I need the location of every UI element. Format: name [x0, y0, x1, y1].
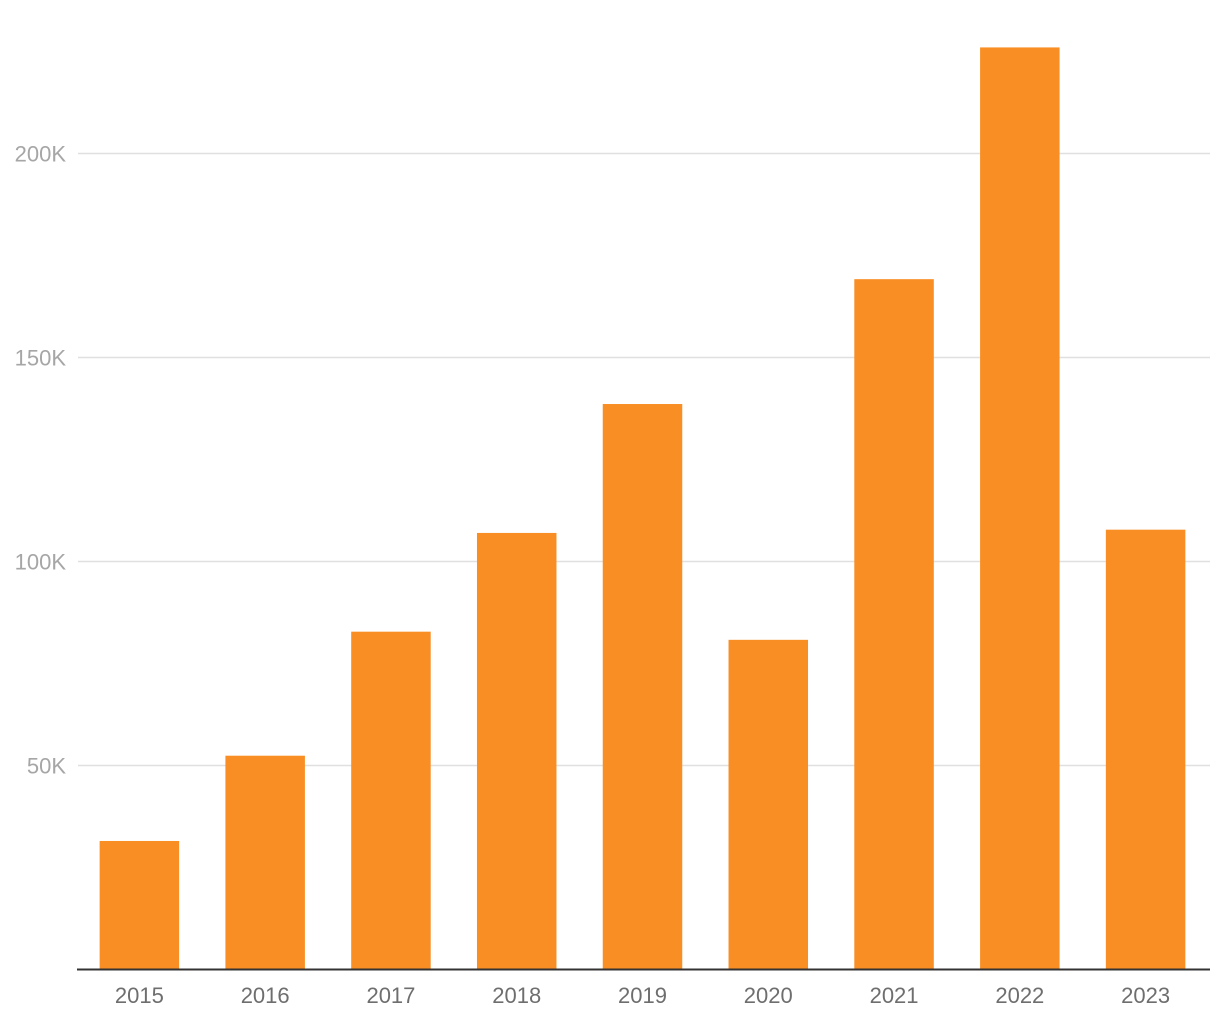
x-tick-label: 2023 [1121, 983, 1170, 1008]
x-axis-ticks: 2015 2016 2017 2018 2019 2020 2021 2022 2023 [115, 983, 1170, 1008]
bar-2022 [980, 47, 1060, 970]
x-tick-label: 2018 [492, 983, 541, 1008]
x-tick-label: 2017 [366, 983, 415, 1008]
x-tick-label: 2019 [618, 983, 667, 1008]
bar-2021 [854, 279, 934, 970]
bar-2015 [99, 840, 180, 970]
x-tick-label: 2022 [995, 983, 1044, 1008]
bar-2016 [225, 755, 305, 970]
y-axis-ticks: 50K 100K 150K 200K [15, 142, 67, 779]
x-tick-label: 2021 [870, 983, 919, 1008]
bar-2019 [602, 404, 683, 970]
bar-2017 [351, 631, 431, 970]
x-tick-label: 2020 [744, 983, 793, 1008]
bar-2018 [476, 532, 557, 970]
y-tick-label: 150K [15, 346, 67, 371]
bar-2023 [1105, 529, 1186, 970]
y-tick-label: 200K [15, 142, 67, 167]
y-tick-label: 50K [27, 754, 66, 779]
bars [99, 47, 1186, 970]
bar-2020 [728, 639, 809, 970]
x-tick-label: 2016 [241, 983, 290, 1008]
y-tick-label: 100K [15, 550, 67, 575]
x-tick-label: 2015 [115, 983, 164, 1008]
